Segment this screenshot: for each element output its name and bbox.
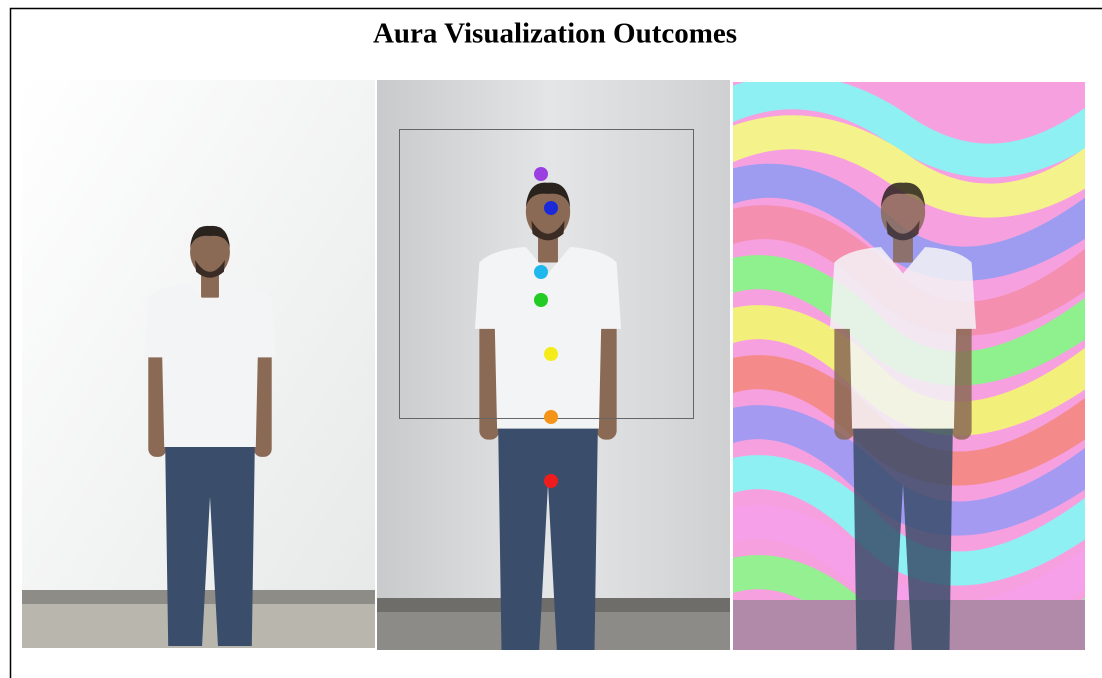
photo-original [22,80,375,648]
photo-chakra-points [377,80,730,650]
chakra-dot [544,347,558,361]
photo-aura [700,82,1102,669]
chakra-dot [544,474,558,488]
chakra-dot [534,293,548,307]
title: Aura Visualization Outcomes [373,18,737,50]
chakra-dot [544,410,558,424]
page: Aura Visualization Outcomes [0,0,1102,678]
chakra-dot [544,201,558,215]
chakra-dot [534,265,548,279]
chakra-dot [534,167,548,181]
figure: Aura Visualization Outcomes [0,0,1102,678]
